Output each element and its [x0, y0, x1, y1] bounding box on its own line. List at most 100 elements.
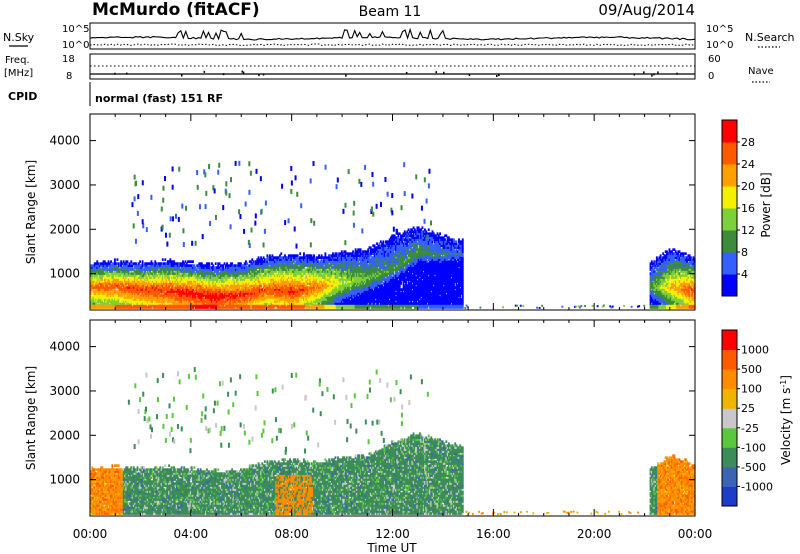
power-cell	[98, 306, 101, 309]
power-cell	[96, 290, 99, 293]
freq-trace	[90, 65, 695, 77]
power-cell	[91, 284, 94, 287]
power-cell	[91, 296, 94, 299]
freq-frame	[89, 53, 696, 80]
freq-dot	[241, 70, 244, 73]
power-cell	[100, 276, 102, 279]
power-cell	[101, 268, 104, 271]
power-cell	[102, 298, 105, 301]
power-cell	[91, 304, 94, 307]
power-cell	[95, 288, 97, 291]
power-cell	[92, 286, 95, 289]
freq-dot	[345, 74, 347, 77]
power-cell	[97, 294, 100, 297]
power-cell	[95, 296, 97, 299]
freq-dot	[496, 74, 498, 77]
power-cell	[98, 296, 101, 299]
power-cell	[96, 294, 99, 297]
power-cell	[100, 264, 102, 267]
power-cell	[96, 282, 99, 285]
freq-dot	[203, 70, 206, 73]
nsky-line	[89, 27, 696, 41]
power-cell	[97, 286, 100, 289]
power-cell	[100, 282, 102, 285]
power-cell	[92, 282, 95, 285]
power-cell	[98, 270, 101, 273]
power-cell	[97, 278, 100, 281]
power-cell	[324, 252, 327, 255]
power-cell	[303, 252, 305, 255]
power-cell	[96, 264, 99, 267]
power-cell	[95, 298, 97, 301]
power-cell	[91, 270, 94, 273]
freq-dot	[643, 71, 645, 74]
power-cell	[96, 270, 99, 273]
power-cell	[97, 290, 100, 293]
power-cell	[93, 262, 96, 265]
power-cell	[97, 306, 100, 309]
nsky-panel: N.Sky 10^5 10^0 10^5 10^0 N.Search	[3, 22, 795, 51]
power-cell	[100, 284, 102, 287]
power-cell	[100, 302, 102, 305]
power-cell	[93, 292, 96, 295]
power-cell	[90, 304, 92, 307]
power-cell	[90, 264, 92, 267]
power-cell	[91, 264, 94, 267]
power-cell	[102, 272, 105, 275]
power-cell	[96, 268, 99, 271]
power-cell	[100, 294, 102, 297]
power-cell	[113, 258, 116, 261]
power-cell	[97, 280, 100, 283]
power-cell	[90, 300, 92, 303]
power-cell	[91, 280, 94, 283]
power-cell	[92, 300, 95, 303]
freq-dot	[498, 74, 500, 77]
power-cell	[95, 270, 97, 273]
power-cell	[90, 266, 92, 269]
power-cell	[91, 266, 94, 269]
power-cell	[100, 304, 102, 307]
power-cell	[97, 284, 100, 287]
power-cell	[101, 300, 104, 303]
power-cell	[91, 300, 94, 303]
freq-dot	[114, 72, 116, 75]
power-cell	[101, 286, 104, 289]
power-cell	[97, 288, 100, 291]
freq-panel: Freq. [MHz] 18 8 60 0 Nave	[4, 53, 774, 83]
power-cell	[90, 292, 92, 295]
power-cell	[90, 282, 92, 285]
power-cell	[92, 280, 95, 283]
power-cell	[92, 294, 95, 297]
cpid-label: CPID	[8, 90, 37, 103]
power-cell	[95, 280, 97, 283]
power-cell	[90, 284, 92, 287]
power-cell	[93, 304, 96, 307]
power-cell	[100, 262, 102, 265]
power-cell	[116, 258, 119, 261]
power-cell	[101, 278, 104, 281]
power-cell	[93, 302, 96, 305]
power-cell	[164, 258, 167, 261]
power-cell	[91, 306, 94, 309]
power-cell	[97, 268, 100, 271]
power-cell	[91, 302, 94, 305]
power-cell	[90, 270, 92, 273]
power-cell	[90, 298, 92, 301]
power-cell	[101, 262, 104, 265]
power-cell	[101, 266, 104, 269]
nave-tick-top: 60	[708, 54, 721, 65]
power-cell	[101, 288, 104, 291]
power-cell	[102, 290, 105, 293]
freq-dot	[443, 71, 445, 74]
power-cell	[102, 288, 105, 291]
power-cell	[101, 306, 104, 309]
power-cell	[92, 292, 95, 295]
freq-dot	[651, 74, 653, 77]
power-cell	[95, 262, 97, 265]
power-cell	[299, 252, 302, 255]
power-cell	[98, 274, 101, 277]
power-cell	[97, 276, 100, 279]
power-cell	[96, 278, 99, 281]
power-cell	[101, 284, 104, 287]
power-cell	[100, 298, 102, 301]
